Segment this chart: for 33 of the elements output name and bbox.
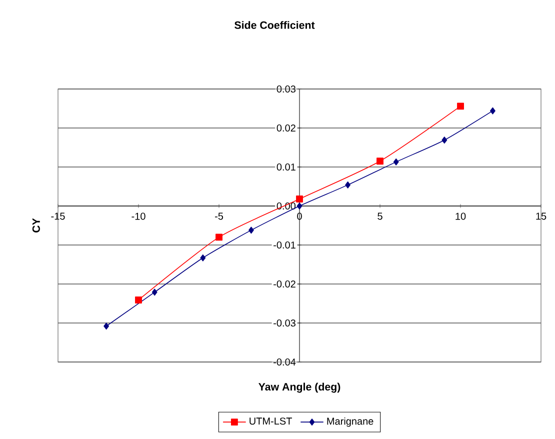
legend-label: UTM-LST <box>250 418 292 425</box>
legend-label: Marignane <box>327 417 374 427</box>
x-tick-label: -5 <box>214 212 224 220</box>
point <box>152 288 158 296</box>
y-axis-title: CY <box>32 218 40 232</box>
x-tick-label: -10 <box>132 212 146 220</box>
point <box>490 107 496 114</box>
point <box>248 226 254 234</box>
y-tick-label: -0.03 <box>274 319 296 327</box>
point <box>216 234 222 241</box>
y-tick-label: -0.04 <box>274 358 296 366</box>
point <box>296 202 302 210</box>
point <box>442 136 448 144</box>
point <box>296 196 303 202</box>
x-tick-label: 15 <box>536 212 546 220</box>
chart-title: Side Coefficient <box>234 21 315 29</box>
x-tick-label: 5 <box>378 212 382 220</box>
point <box>376 158 384 165</box>
y-tick-label: 0.01 <box>276 163 296 171</box>
point <box>104 322 109 330</box>
y-tick-label: -0.01 <box>274 241 296 249</box>
x-tick-label: 0 <box>297 212 302 220</box>
x-axis-title: Yaw Angle (deg) <box>258 382 340 393</box>
point <box>345 181 351 188</box>
point <box>135 296 142 304</box>
x-tick-label: -15 <box>51 212 65 220</box>
point <box>393 158 399 166</box>
point <box>457 102 464 110</box>
y-tick-label: -0.02 <box>274 280 296 288</box>
x-tick-label: 10 <box>456 212 466 220</box>
y-tick-label: 0.03 <box>276 85 296 93</box>
y-tick-label: 0.02 <box>276 124 296 132</box>
point <box>200 254 206 262</box>
